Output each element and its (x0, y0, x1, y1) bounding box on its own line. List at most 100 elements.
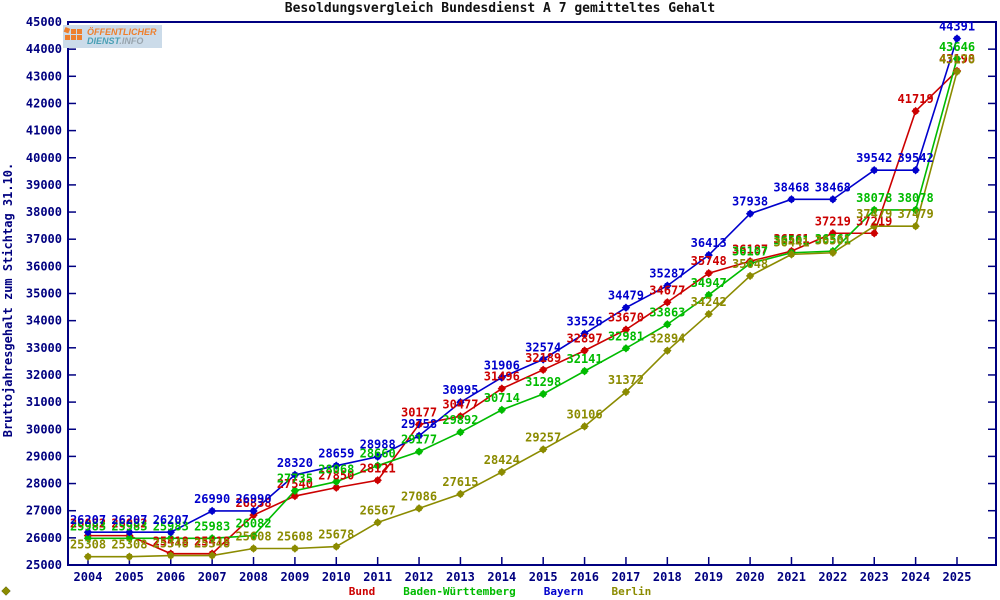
chart-title: Besoldungsvergleich Bundesdienst A 7 gem… (284, 1, 716, 16)
data-point-label: 25608 (277, 529, 313, 543)
data-point (375, 454, 381, 460)
data-point-label: 31298 (525, 375, 561, 389)
data-point-label: 37219 (856, 214, 892, 228)
data-point-label: 43646 (939, 40, 975, 54)
data-point (333, 485, 339, 491)
data-point-label: 26567 (360, 503, 396, 517)
data-point-label: 25983 (70, 519, 106, 533)
data-point (168, 535, 174, 541)
data-point (457, 429, 464, 435)
data-point-label: 37479 (856, 207, 892, 221)
data-point-label: 44391 (939, 20, 975, 34)
series-line-Baden-Württemberg (88, 58, 958, 540)
data-point (168, 529, 174, 535)
data-point (416, 448, 422, 455)
y-tick-label: 38000 (26, 205, 62, 219)
data-point-label: 25418 (194, 535, 230, 549)
y-tick-label: 43000 (26, 69, 62, 83)
logo-line2-dienst: DIENST (87, 35, 120, 46)
data-point (250, 508, 257, 514)
data-point-label: 37219 (815, 214, 851, 228)
data-point-label: 43170 (939, 53, 975, 67)
y-tick-label: 26000 (26, 531, 62, 545)
data-point-label: 39542 (856, 151, 892, 165)
data-point-label: 36501 (815, 234, 851, 248)
x-tick-label: 2024 (901, 570, 930, 584)
x-tick-label: 2009 (280, 570, 309, 584)
data-point (126, 529, 132, 535)
data-point (913, 167, 919, 173)
data-point (581, 347, 588, 354)
data-point-label: 28121 (360, 461, 396, 475)
data-point-label: 29892 (442, 413, 478, 427)
x-tick-label: 2010 (322, 570, 351, 584)
data-point-label: 30714 (484, 391, 520, 405)
y-tick-label: 30000 (26, 422, 62, 436)
data-point-label: 27850 (318, 469, 354, 483)
data-point-label: 25983 (111, 519, 147, 533)
data-point-label: 31906 (484, 359, 520, 373)
data-point (375, 477, 381, 483)
y-tick-label: 35000 (26, 287, 62, 301)
x-tick-label: 2015 (529, 570, 558, 584)
legend-label: Bund (348, 585, 376, 598)
data-point (375, 463, 381, 469)
data-point-label: 32894 (649, 332, 685, 346)
data-point-label: 25983 (194, 519, 230, 533)
data-point (623, 327, 629, 333)
data-point-label: 36441 (773, 235, 809, 249)
data-point (830, 250, 836, 256)
y-tick-label: 34000 (26, 314, 62, 328)
data-point (913, 108, 919, 114)
data-point (664, 299, 670, 305)
data-point-label: 34677 (649, 283, 685, 297)
data-point-label: 25348 (153, 537, 189, 551)
data-point-label: 30177 (401, 405, 437, 419)
data-point (747, 211, 753, 217)
logo-line2-info: .INFO (119, 35, 144, 46)
y-tick-label: 27000 (26, 504, 62, 518)
data-point (664, 348, 670, 354)
x-tick-label: 2017 (611, 570, 640, 584)
data-point (499, 469, 505, 475)
data-point-label: 37479 (898, 207, 934, 221)
data-point (250, 533, 257, 539)
data-point (788, 196, 795, 202)
x-tick-label: 2004 (74, 570, 103, 584)
data-point (416, 505, 422, 511)
data-point (540, 446, 546, 453)
data-point (540, 356, 546, 362)
data-point-label: 34242 (691, 295, 727, 309)
data-point-label: 26207 (70, 513, 106, 527)
y-tick-label: 28000 (26, 477, 62, 491)
x-tick-label: 2014 (487, 570, 516, 584)
legend-item-Berlin: Berlin (1, 585, 651, 598)
data-point-label: 32574 (525, 340, 561, 354)
y-tick-label: 31000 (26, 395, 62, 409)
x-tick-label: 2012 (405, 570, 434, 584)
data-point-label: 38468 (773, 180, 809, 194)
y-tick-label: 44000 (26, 42, 62, 56)
data-point-label: 26082 (70, 517, 106, 531)
x-tick-label: 2008 (239, 570, 268, 584)
data-point-label: 27086 (401, 489, 437, 503)
data-point (581, 368, 588, 374)
data-point-label: 28659 (318, 447, 354, 461)
data-point (333, 543, 339, 550)
data-point-label: 33526 (567, 315, 603, 329)
legend-label: Bayern (543, 585, 584, 598)
data-point (623, 389, 629, 395)
data-point (85, 554, 91, 560)
series-line-Berlin (88, 71, 958, 558)
data-point (333, 463, 339, 469)
data-point (747, 273, 753, 279)
data-point (168, 552, 174, 559)
data-point-label: 35748 (691, 254, 727, 268)
data-point-label: 27735 (277, 472, 313, 486)
data-point-label: 26838 (235, 496, 271, 510)
data-point-label: 28068 (318, 463, 354, 477)
data-point (457, 399, 464, 405)
data-point (292, 493, 298, 499)
